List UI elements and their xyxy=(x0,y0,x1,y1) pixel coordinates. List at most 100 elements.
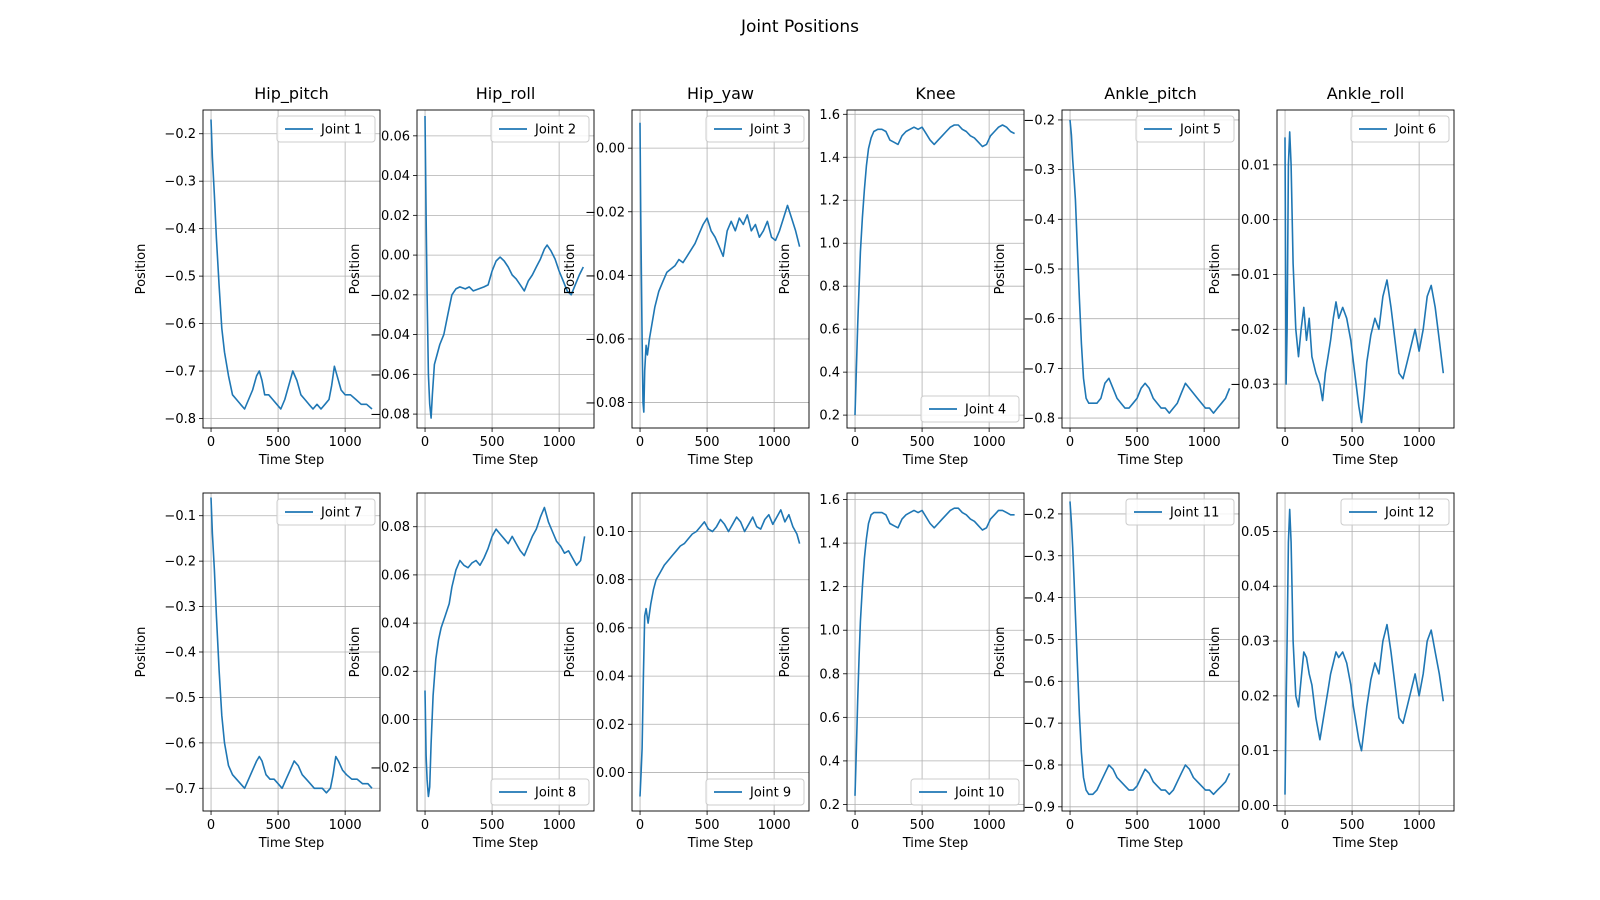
subplot-11: 0 500 1000 −0.9 −0.8 −0.7 −0.6 −0.5 −0.4 −0.3 −0.2… xyxy=(993,492,1240,851)
x-tick-label: 1000 xyxy=(1403,435,1436,450)
x-tick-label: 1000 xyxy=(758,435,791,450)
y-tick-label: −0.9 xyxy=(1023,800,1055,815)
subplot-grid: 0 500 1000 −0.8 −0.7 −0.6 −0.5 −0.4 −0.3 −0.2 Hip_… xyxy=(134,84,1455,851)
y-tick-label: −0.2 xyxy=(1023,507,1055,522)
y-tick-label: 0.05 xyxy=(1241,525,1270,540)
legend-box xyxy=(705,115,805,143)
x-tick-label: 500 xyxy=(1125,818,1150,833)
axes-frame xyxy=(1061,109,1240,429)
y-axis-label: Position xyxy=(134,244,149,295)
legend: Joint 5 xyxy=(1135,115,1235,143)
legend-box xyxy=(276,498,376,526)
y-tick-label: −0.8 xyxy=(164,412,196,427)
y-tick-label: −0.2 xyxy=(164,555,196,570)
plot-area xyxy=(847,110,1024,428)
x-tick-label: 0 xyxy=(636,818,644,833)
y-tick-label: 1.2 xyxy=(819,580,840,595)
legend-box xyxy=(920,395,1020,423)
plot-area xyxy=(1062,493,1239,811)
series-line-joint-1 xyxy=(210,119,373,410)
y-tick-label: 0.06 xyxy=(596,621,625,636)
subplot-2: 0 500 1000 −0.08 −0.06 −0.04 −0.02 0.00 0.02 0.04… xyxy=(348,84,595,468)
y-tick-label: 0.00 xyxy=(596,142,625,157)
legend: Joint 11 xyxy=(1125,498,1235,526)
x-tick-label: 500 xyxy=(695,435,720,450)
axes-frame xyxy=(631,492,810,812)
axes-frame xyxy=(416,492,595,812)
y-tick-label: 0.4 xyxy=(819,754,840,769)
y-tick-label: 0.04 xyxy=(381,169,410,184)
series-line-joint-5 xyxy=(1069,119,1231,414)
x-axis-label: Time Step xyxy=(1117,836,1184,851)
y-axis-label: Position xyxy=(1208,244,1223,295)
subplot-9: 0 500 1000 0.00 0.02 0.04 0.06 0.08 0.10 Time Ste… xyxy=(563,492,810,851)
legend-box xyxy=(1350,115,1450,143)
y-tick-label: −0.02 xyxy=(1230,323,1270,338)
legend: Joint 7 xyxy=(276,498,376,526)
y-tick-label: −0.4 xyxy=(1023,591,1055,606)
plot-area xyxy=(417,110,594,428)
x-tick-label: 1000 xyxy=(1188,818,1221,833)
x-axis-label: Time Step xyxy=(687,453,754,468)
y-axis-label: Position xyxy=(993,627,1008,678)
y-tick-label: 0.02 xyxy=(381,209,410,224)
y-tick-label: −0.02 xyxy=(585,205,625,220)
y-tick-label: 0.04 xyxy=(596,670,625,685)
axes-frame xyxy=(1276,492,1455,812)
x-tick-label: 0 xyxy=(1281,435,1289,450)
x-axis-label: Time Step xyxy=(687,836,754,851)
plot-area xyxy=(417,493,594,811)
figure-title: Joint Positions xyxy=(740,17,859,37)
y-tick-label: 0.02 xyxy=(1241,689,1270,704)
y-axis-label: Position xyxy=(563,627,578,678)
y-tick-label: −0.7 xyxy=(164,365,196,380)
axes-frame xyxy=(846,492,1025,812)
y-tick-label: 1.2 xyxy=(819,194,840,209)
axes-frame xyxy=(202,492,381,812)
legend-label: Joint 6 xyxy=(1394,123,1436,138)
legend-label: Joint 7 xyxy=(320,506,362,521)
axes-frame xyxy=(846,109,1025,429)
y-tick-label: 1.4 xyxy=(819,537,840,552)
x-axis-label: Time Step xyxy=(258,453,325,468)
series-line-joint-4 xyxy=(854,124,1015,416)
legend: Joint 6 xyxy=(1350,115,1450,143)
subplot-10: 0 500 1000 0.2 0.4 0.6 0.8 1.0 1.2 1.4 1.6 Time Ste… xyxy=(778,492,1025,851)
legend-label: Joint 11 xyxy=(1169,506,1219,521)
y-tick-label: 0.01 xyxy=(1241,158,1270,173)
y-tick-label: 0.00 xyxy=(596,766,625,781)
legend: Joint 8 xyxy=(490,778,590,806)
legend-box xyxy=(490,778,590,806)
y-tick-label: −0.4 xyxy=(164,222,196,237)
y-tick-label: −0.02 xyxy=(370,761,410,776)
series-line-joint-3 xyxy=(639,122,801,413)
subplot-title: Ankle_pitch xyxy=(1104,84,1196,104)
axes-frame xyxy=(1276,109,1455,429)
legend-box xyxy=(705,778,805,806)
legend: Joint 1 xyxy=(276,115,376,143)
x-tick-label: 1000 xyxy=(543,435,576,450)
legend-label: Joint 4 xyxy=(964,403,1006,418)
legend-label: Joint 10 xyxy=(954,786,1004,801)
legend-box xyxy=(910,778,1020,806)
plot-area xyxy=(632,493,809,811)
plot-area xyxy=(1277,493,1454,811)
legend-label: Joint 2 xyxy=(534,123,576,138)
y-tick-label: 1.0 xyxy=(819,237,840,252)
legend-label: Joint 5 xyxy=(1179,123,1221,138)
subplot-3: 0 500 1000 −0.08 −0.06 −0.04 −0.02 0.00 Hip_yaw T… xyxy=(563,84,810,468)
y-tick-label: −0.5 xyxy=(164,270,196,285)
y-tick-label: −0.8 xyxy=(1023,412,1055,427)
series-line-joint-10 xyxy=(854,507,1015,796)
y-tick-label: 1.0 xyxy=(819,624,840,639)
x-tick-label: 500 xyxy=(266,435,291,450)
y-tick-label: 1.6 xyxy=(819,493,840,508)
series-line-joint-6 xyxy=(1284,131,1445,424)
x-tick-label: 0 xyxy=(421,435,429,450)
x-tick-label: 500 xyxy=(480,435,505,450)
x-tick-label: 500 xyxy=(266,818,291,833)
x-axis-label: Time Step xyxy=(1332,836,1399,851)
y-tick-label: −0.5 xyxy=(1023,633,1055,648)
legend-box xyxy=(276,115,376,143)
legend-label: Joint 3 xyxy=(749,123,791,138)
